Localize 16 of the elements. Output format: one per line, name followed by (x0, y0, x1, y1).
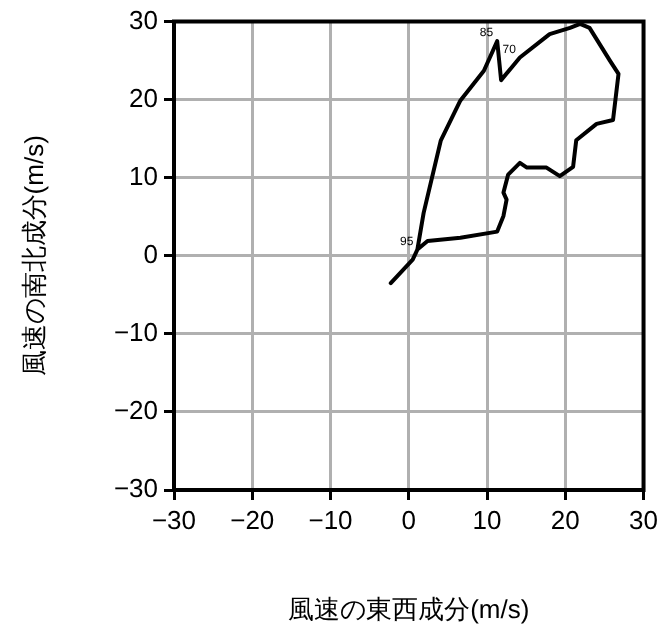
x-tick-label: 10 (472, 504, 502, 535)
y-tick-label: 10 (129, 160, 158, 191)
y-tick-label: −10 (113, 317, 158, 348)
x-axis-title: 風速の東西成分(m/s) (288, 593, 530, 624)
y-axis-title: 風速の南北成分(m/s) (18, 135, 49, 377)
y-tick-label: −30 (113, 473, 158, 504)
x-tick-label: −10 (308, 504, 353, 535)
x-tick-label: −30 (151, 504, 197, 535)
y-tick-label: 30 (129, 4, 158, 35)
x-tick-label: 0 (401, 504, 416, 535)
x-tick-label: 30 (629, 504, 659, 535)
y-tick-label: 20 (129, 82, 158, 113)
x-tick-label: 20 (550, 504, 580, 535)
y-tick-label: 0 (143, 238, 158, 269)
x-tick-label: −20 (230, 504, 275, 535)
y-tick-label: −20 (113, 395, 158, 426)
